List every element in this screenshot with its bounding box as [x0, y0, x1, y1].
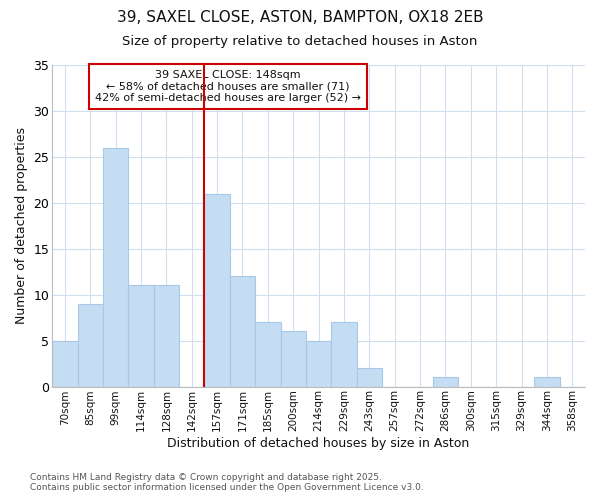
- Bar: [433, 378, 458, 386]
- Bar: [205, 194, 230, 386]
- Bar: [52, 340, 77, 386]
- Y-axis label: Number of detached properties: Number of detached properties: [15, 128, 28, 324]
- Bar: [255, 322, 281, 386]
- Bar: [306, 340, 331, 386]
- Text: Contains HM Land Registry data © Crown copyright and database right 2025.
Contai: Contains HM Land Registry data © Crown c…: [30, 473, 424, 492]
- Bar: [77, 304, 103, 386]
- Text: Size of property relative to detached houses in Aston: Size of property relative to detached ho…: [122, 35, 478, 48]
- Text: 39, SAXEL CLOSE, ASTON, BAMPTON, OX18 2EB: 39, SAXEL CLOSE, ASTON, BAMPTON, OX18 2E…: [116, 10, 484, 25]
- Bar: [103, 148, 128, 386]
- Bar: [128, 286, 154, 386]
- Bar: [331, 322, 356, 386]
- Bar: [154, 286, 179, 386]
- Bar: [281, 332, 306, 386]
- Bar: [356, 368, 382, 386]
- X-axis label: Distribution of detached houses by size in Aston: Distribution of detached houses by size …: [167, 437, 470, 450]
- Bar: [230, 276, 255, 386]
- Bar: [534, 378, 560, 386]
- Text: 39 SAXEL CLOSE: 148sqm
← 58% of detached houses are smaller (71)
42% of semi-det: 39 SAXEL CLOSE: 148sqm ← 58% of detached…: [95, 70, 361, 103]
